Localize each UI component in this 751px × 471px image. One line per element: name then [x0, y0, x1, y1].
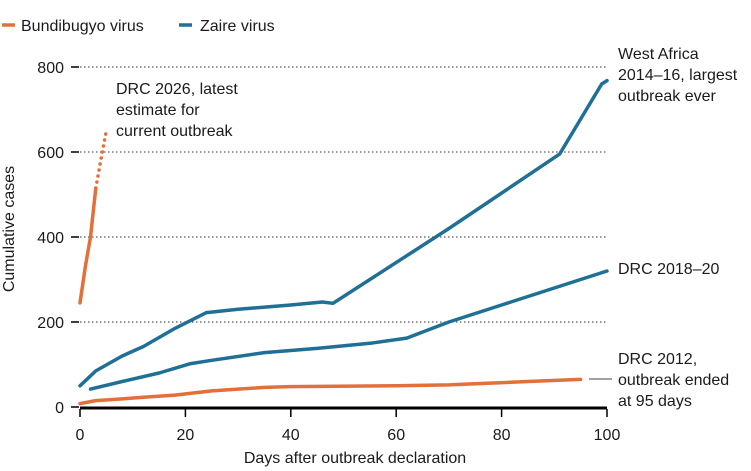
annotation-west-africa-line-2: 2014–16, largest — [618, 67, 738, 84]
legend-label-bundibugyo: Bundibugyo virus — [21, 18, 144, 35]
annotation-drc2018-line-1: DRC 2018–20 — [618, 261, 720, 278]
annotation-drc2012: DRC 2012, outbreak ended at 95 days — [618, 351, 734, 410]
annotation-drc2012-line-3: at 95 days — [618, 393, 692, 410]
annotation-drc2012-line-1: DRC 2012, — [618, 351, 697, 368]
series-line-4 — [88, 269, 609, 391]
x-tick-label: 60 — [387, 427, 405, 444]
x-tick-label: 80 — [493, 427, 511, 444]
x-tick-label: 100 — [594, 427, 621, 444]
legend-layer: Bundibugyo virus Zaire virus — [2, 18, 275, 35]
x-tick-label: 0 — [76, 427, 85, 444]
annotation-drc2026: DRC 2026, latest estimate for current ou… — [116, 81, 242, 140]
legend-label-zaire: Zaire virus — [200, 18, 275, 35]
series-line-3 — [78, 78, 609, 388]
y-axis-title: Cumulative cases — [1, 166, 18, 292]
y-tick-label: 800 — [37, 60, 64, 77]
annotation-drc2026-line-1: DRC 2026, latest — [116, 81, 238, 98]
x-tick-label: 20 — [177, 427, 195, 444]
annotation-drc2026-line-2: estimate for — [116, 102, 200, 119]
series-line-1 — [94, 129, 109, 190]
series-layer — [78, 78, 609, 406]
annotation-west-africa-line-1: West Africa — [618, 46, 699, 63]
axis-layer: 0 200 400 600 800 0 20 40 60 80 100 — [37, 60, 620, 444]
axis-titles: Days after outbreak declaration Cumulati… — [1, 166, 466, 467]
annotation-drc2012-line-2: outbreak ended — [618, 372, 729, 389]
x-axis-title: Days after outbreak declaration — [244, 450, 466, 467]
y-tick-label: 0 — [55, 400, 64, 417]
series-line-0 — [78, 186, 98, 305]
y-tick-label: 600 — [37, 145, 64, 162]
annotation-drc2018: DRC 2018–20 — [618, 261, 720, 278]
y-tick-label: 400 — [37, 230, 64, 247]
x-tick-label: 40 — [282, 427, 300, 444]
annotation-west-africa-line-3: outbreak ever — [618, 88, 717, 105]
annotation-west-africa: West Africa 2014–16, largest outbreak ev… — [618, 46, 742, 105]
annotation-layer: DRC 2026, latest estimate for current ou… — [116, 46, 742, 410]
annotation-drc2026-line-3: current outbreak — [116, 123, 234, 140]
y-tick-label: 200 — [37, 315, 64, 332]
series-line-2 — [78, 377, 583, 406]
